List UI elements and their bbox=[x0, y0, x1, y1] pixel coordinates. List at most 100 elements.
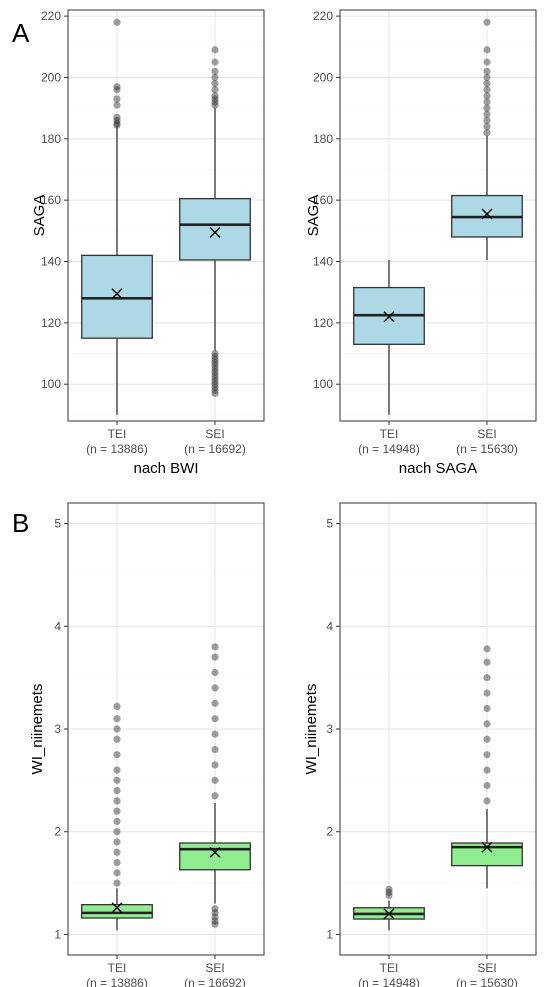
outlier-point bbox=[113, 86, 121, 94]
outlier-point bbox=[211, 95, 219, 103]
x-axis-title: nach SAGA bbox=[399, 460, 477, 477]
outlier-point bbox=[483, 751, 491, 759]
box-tei bbox=[81, 702, 153, 931]
y-tick-label: 220 bbox=[41, 9, 61, 23]
outlier-point bbox=[211, 349, 219, 358]
mean-marker bbox=[111, 288, 123, 300]
outlier-point bbox=[211, 58, 219, 66]
outlier-point bbox=[113, 776, 121, 784]
outlier-point bbox=[113, 797, 121, 805]
mean-marker bbox=[383, 311, 395, 323]
outlier-point bbox=[211, 98, 219, 106]
outlier-point bbox=[113, 702, 121, 711]
outlier-point bbox=[483, 766, 491, 774]
outlier-point bbox=[483, 797, 491, 805]
outlier-point bbox=[483, 674, 491, 682]
outlier-point bbox=[211, 699, 219, 707]
outlier-point bbox=[113, 828, 121, 836]
outlier-point bbox=[113, 838, 121, 846]
outlier-point bbox=[211, 352, 219, 361]
mean-marker bbox=[481, 208, 493, 220]
panel-border bbox=[339, 502, 537, 956]
x-axis-title: nach BWI bbox=[133, 460, 198, 477]
outlier-point bbox=[483, 86, 491, 94]
outlier-point bbox=[113, 119, 121, 128]
x-category-label: TEI bbox=[380, 427, 399, 441]
panel-letter: B bbox=[12, 508, 29, 538]
y-tick-label: 100 bbox=[313, 377, 333, 391]
x-category-count: (n = 16692) bbox=[184, 976, 246, 987]
y-tick-label: 160 bbox=[313, 193, 333, 207]
outlier-point bbox=[211, 383, 219, 391]
outlier-point bbox=[113, 879, 121, 887]
outlier-point bbox=[483, 46, 491, 54]
outlier-point bbox=[113, 101, 121, 109]
y-tick-label: 4 bbox=[54, 619, 61, 633]
outlier-point bbox=[211, 46, 219, 54]
outlier-point bbox=[483, 67, 491, 75]
outlier-point bbox=[211, 905, 219, 913]
mean-marker bbox=[111, 902, 123, 914]
y-tick-label: 200 bbox=[41, 70, 61, 84]
mean-marker bbox=[209, 846, 221, 858]
outlier-point bbox=[211, 86, 219, 94]
outlier-point bbox=[211, 643, 219, 651]
outlier-point bbox=[113, 817, 121, 826]
outlier-point bbox=[483, 58, 491, 66]
outlier-point bbox=[483, 104, 491, 112]
x-category-label: SEI bbox=[205, 961, 224, 975]
outlier-point bbox=[113, 715, 121, 723]
outlier-point bbox=[211, 920, 219, 928]
outlier-point bbox=[483, 720, 491, 728]
outlier-point bbox=[113, 113, 121, 121]
x-category-count: (n = 14948) bbox=[358, 442, 420, 456]
x-category-label: SEI bbox=[477, 427, 496, 441]
iqr-box bbox=[451, 842, 523, 867]
outlier-point bbox=[211, 730, 219, 738]
outlier-point bbox=[211, 913, 219, 921]
outlier-point bbox=[211, 67, 219, 75]
mean-marker bbox=[209, 226, 221, 238]
y-tick-label: 200 bbox=[313, 70, 333, 84]
outlier-point bbox=[483, 658, 491, 666]
y-tick-label: 2 bbox=[54, 825, 61, 839]
y-tick-label: 100 bbox=[41, 377, 61, 391]
iqr-box bbox=[179, 197, 251, 261]
outlier-point bbox=[211, 365, 219, 373]
outlier-point bbox=[483, 645, 491, 653]
x-category-count: (n = 13886) bbox=[86, 976, 148, 987]
outlier-point bbox=[211, 80, 219, 88]
outlier-point bbox=[113, 121, 121, 129]
outlier-point bbox=[113, 83, 121, 91]
iqr-box bbox=[81, 904, 153, 919]
outlier-point bbox=[483, 110, 491, 118]
outlier-point bbox=[211, 684, 219, 692]
x-category-count: (n = 15630) bbox=[456, 976, 518, 987]
panel-border bbox=[67, 9, 265, 422]
outlier-point bbox=[113, 766, 121, 774]
y-tick-label: 1 bbox=[54, 927, 61, 941]
x-category-label: SEI bbox=[205, 427, 224, 441]
box-tei bbox=[353, 259, 425, 415]
panel-1: 100 120 140 160 180 200 220 TEI(n = 13886) SEI(n… bbox=[12, 9, 265, 477]
outlier-point bbox=[211, 668, 219, 677]
x-category-label: SEI bbox=[477, 961, 496, 975]
x-category-label: TEI bbox=[108, 427, 127, 441]
panel-2: 100 120 140 160 180 200 220 TEI(n = 14948) SEI(n… bbox=[305, 9, 537, 477]
outlier-point bbox=[211, 653, 219, 661]
outlier-point bbox=[211, 73, 219, 82]
outlier-point bbox=[211, 792, 219, 800]
outlier-point bbox=[113, 848, 121, 856]
x-category-count: (n = 14948) bbox=[358, 976, 420, 987]
outlier-point bbox=[113, 869, 121, 877]
outlier-point bbox=[483, 129, 491, 137]
y-tick-label: 160 bbox=[41, 193, 61, 207]
outlier-point bbox=[211, 362, 219, 370]
outlier-point bbox=[211, 745, 219, 754]
mean-marker bbox=[481, 841, 493, 853]
outlier-point bbox=[211, 101, 219, 109]
x-category-label: TEI bbox=[380, 961, 399, 975]
y-tick-label: 180 bbox=[41, 132, 61, 146]
y-tick-label: 140 bbox=[41, 255, 61, 269]
